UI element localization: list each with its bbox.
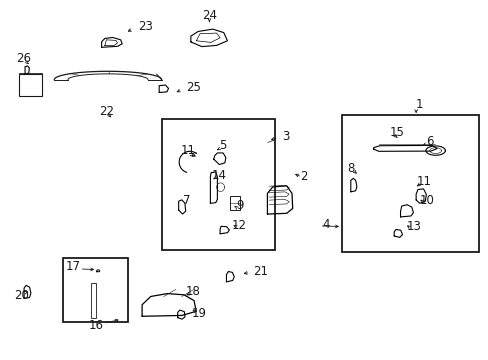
- Bar: [341, 116, 478, 252]
- Text: 20: 20: [14, 289, 29, 302]
- Text: 15: 15: [388, 126, 403, 139]
- Bar: [229, 196, 239, 210]
- Text: 9: 9: [235, 199, 243, 212]
- Text: 6: 6: [425, 135, 433, 148]
- Text: 14: 14: [211, 169, 226, 182]
- Text: 7: 7: [183, 194, 190, 207]
- Text: 8: 8: [346, 162, 354, 175]
- Text: 16: 16: [88, 319, 103, 332]
- Bar: [19, 74, 42, 96]
- Text: 11: 11: [181, 144, 196, 157]
- Text: 23: 23: [138, 20, 153, 33]
- Text: 5: 5: [219, 139, 226, 152]
- Text: 2: 2: [300, 170, 307, 183]
- Text: 22: 22: [99, 105, 114, 118]
- Text: 3: 3: [282, 130, 289, 143]
- Text: 11: 11: [416, 175, 430, 188]
- Text: 26: 26: [17, 52, 32, 65]
- Text: 25: 25: [185, 81, 201, 94]
- Text: 1: 1: [414, 98, 422, 111]
- Bar: [161, 119, 274, 250]
- Bar: [91, 283, 96, 318]
- Text: 24: 24: [202, 9, 217, 22]
- Text: 13: 13: [406, 220, 421, 233]
- Text: 4: 4: [322, 218, 329, 231]
- Text: 17: 17: [65, 260, 80, 273]
- Text: 10: 10: [419, 194, 434, 207]
- Text: 19: 19: [192, 307, 207, 320]
- Text: 18: 18: [185, 285, 201, 298]
- Text: 12: 12: [232, 219, 246, 233]
- Text: 21: 21: [253, 265, 268, 278]
- Bar: [63, 258, 128, 321]
